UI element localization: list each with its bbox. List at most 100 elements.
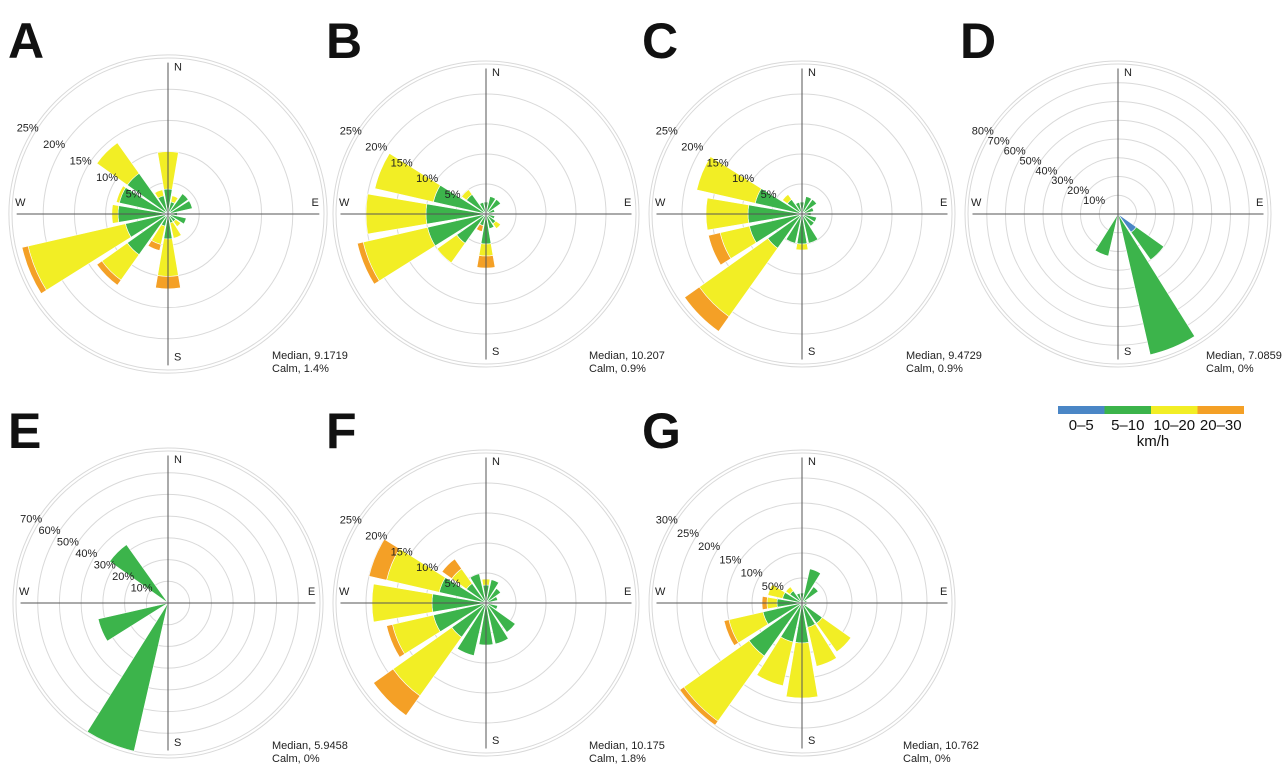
ring-label: 20% xyxy=(681,141,703,153)
grid-ring xyxy=(335,63,637,365)
compass-e-label: E xyxy=(624,197,631,209)
petal-203-5-10 xyxy=(86,602,169,752)
median-text: Median, 5.9458 xyxy=(272,740,348,752)
calm-text: Calm, 0.9% xyxy=(589,363,646,375)
legend-swatch-20-30 xyxy=(1197,406,1244,414)
petal-248-5-10 xyxy=(97,602,169,642)
ring-label: 40% xyxy=(1035,165,1057,177)
compass-e-label: E xyxy=(940,197,947,209)
compass-s-label: S xyxy=(174,352,181,364)
legend-swatch-10-20 xyxy=(1151,406,1198,414)
petal-293-10-20 xyxy=(374,153,441,203)
panel-letter: B xyxy=(326,13,362,69)
panel-letter: F xyxy=(326,403,357,459)
ring-label: 10% xyxy=(96,172,118,184)
petal-225-20-30 xyxy=(96,260,122,286)
ring-label: 50% xyxy=(762,581,784,593)
compass-s-label: S xyxy=(492,346,499,358)
ring-label: 20% xyxy=(43,139,65,151)
panel-letter: C xyxy=(642,13,678,69)
compass-e-label: E xyxy=(940,586,947,598)
ring-label: 5% xyxy=(126,188,142,200)
ring-label: 20% xyxy=(698,541,720,553)
compass-w-label: W xyxy=(15,197,26,209)
petal-248-20-30 xyxy=(723,619,739,646)
petal-315-10-20 xyxy=(96,142,140,186)
median-text: Median, 9.1719 xyxy=(272,350,348,362)
ring-label: 25% xyxy=(677,528,699,540)
petal-248-20-30 xyxy=(708,232,732,266)
petal-135-10-20 xyxy=(492,220,502,230)
grid-ring xyxy=(651,63,953,365)
compass-n-label: N xyxy=(808,67,816,79)
ring-label: 25% xyxy=(340,126,362,138)
petal-158-10-20 xyxy=(807,623,837,667)
grid-ring xyxy=(335,452,637,754)
ring-label: 40% xyxy=(75,548,97,560)
petal-203-10-20 xyxy=(756,636,794,687)
compass-w-label: W xyxy=(655,197,666,209)
grid-ring-outer xyxy=(8,54,328,374)
ring-label: 10% xyxy=(416,562,438,574)
legend-swatch-0-5 xyxy=(1058,406,1105,414)
ring-label: 30% xyxy=(1051,175,1073,187)
petal-248-20-30 xyxy=(356,241,380,285)
grid-ring xyxy=(651,452,953,754)
calm-text: Calm, 1.8% xyxy=(589,753,646,764)
petal-315-5-10 xyxy=(109,544,169,604)
petal-225-20-30 xyxy=(679,686,719,726)
petal-203-20-30 xyxy=(147,240,162,251)
ring-label: 20% xyxy=(365,141,387,153)
compass-s-label: S xyxy=(174,737,181,749)
ring-label: 15% xyxy=(70,155,92,167)
grid-ring-outer xyxy=(332,60,640,368)
ring-label: 15% xyxy=(707,157,729,169)
compass-e-label: E xyxy=(308,586,315,598)
ring-label: 25% xyxy=(340,515,362,527)
petal-248-20-30 xyxy=(386,624,406,658)
petal-293-10-20 xyxy=(115,185,127,204)
compass-n-label: N xyxy=(492,456,500,468)
ring-label: 10% xyxy=(131,582,153,594)
legend-bin-label: 20–30 xyxy=(1200,417,1242,434)
grid-ring-outer xyxy=(648,60,956,368)
compass-n-label: N xyxy=(174,454,182,466)
ring-label: 10% xyxy=(732,173,754,185)
panel-letter: E xyxy=(8,403,41,459)
ring-label: 5% xyxy=(445,189,461,201)
petal-203-5-10 xyxy=(1094,214,1119,257)
wind-rose-panel-e: N S E W 70%60%50%40%30%20%10% E Median, 5.9458… xyxy=(8,403,348,764)
compass-w-label: W xyxy=(19,586,30,598)
petal-315-10-20 xyxy=(782,194,792,204)
wind-rose-panel-d: N S E W 80%70%60%50%40%30%20%10% D Median, 7.0… xyxy=(960,13,1282,375)
petal-203-20-30 xyxy=(476,223,484,232)
legend-unit-label: km/h xyxy=(1137,433,1170,450)
compass-e-label: E xyxy=(1256,197,1263,209)
compass-n-label: N xyxy=(808,456,816,468)
petal-225-20-30 xyxy=(373,668,421,716)
petal-293-20-30 xyxy=(368,538,401,581)
ring-label: 25% xyxy=(656,126,678,138)
ring-label: 25% xyxy=(17,122,39,134)
median-text: Median, 7.0859 xyxy=(1206,350,1282,362)
grid-ring xyxy=(11,57,325,371)
petal-23-10-20 xyxy=(170,195,179,204)
panel-letter: G xyxy=(642,403,681,459)
ring-label: 60% xyxy=(1004,145,1026,157)
legend-bin-label: 10–20 xyxy=(1153,417,1195,434)
grid-ring-outer xyxy=(648,449,956,757)
panel-letter: D xyxy=(960,13,996,69)
ring-label: 20% xyxy=(365,530,387,542)
ring-label: 10% xyxy=(416,173,438,185)
median-text: Median, 10.175 xyxy=(589,740,665,752)
petal-225-20-30 xyxy=(684,286,730,332)
ring-label: 15% xyxy=(391,546,413,558)
grid-ring xyxy=(967,63,1269,365)
ring-label: 70% xyxy=(20,513,42,525)
calm-text: Calm, 0% xyxy=(272,753,320,764)
median-text: Median, 9.4729 xyxy=(906,350,982,362)
